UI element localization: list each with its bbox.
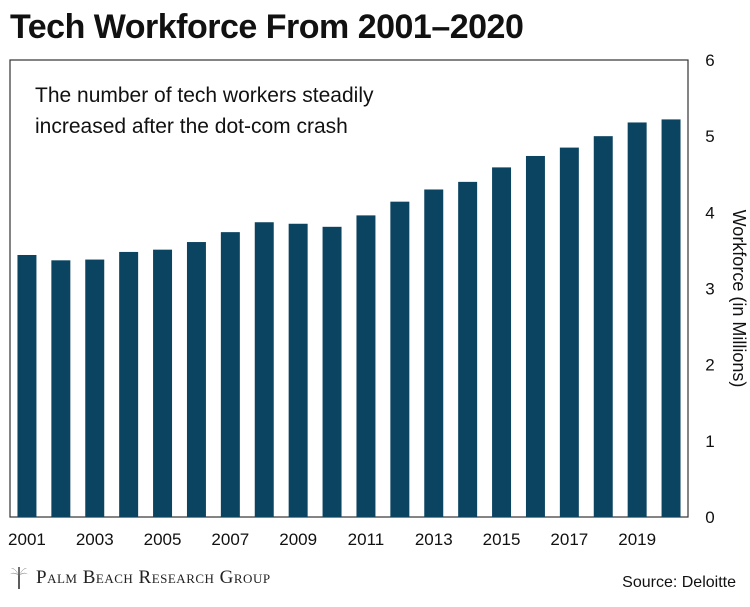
y-tick-label: 0 bbox=[705, 508, 714, 527]
y-axis-label: Workforce (in Millions) bbox=[729, 210, 749, 388]
y-tick-label: 1 bbox=[705, 432, 714, 451]
bar-2017 bbox=[559, 147, 579, 517]
x-tick-label: 2011 bbox=[348, 530, 385, 549]
x-tick-label: 2019 bbox=[618, 530, 656, 549]
bar-2016 bbox=[525, 155, 545, 517]
bar-2015 bbox=[492, 167, 512, 517]
bar-2005 bbox=[153, 249, 173, 517]
bar-2014 bbox=[458, 181, 478, 517]
bar-2003 bbox=[85, 259, 105, 517]
bar-2006 bbox=[186, 242, 206, 518]
annotation-line: increased after the dot-com crash bbox=[35, 115, 348, 138]
bar-2020 bbox=[661, 119, 681, 517]
bar-2019 bbox=[627, 122, 647, 518]
y-tick-label: 2 bbox=[705, 356, 714, 375]
x-tick-label: 2017 bbox=[550, 530, 588, 549]
x-tick-label: 2015 bbox=[483, 530, 521, 549]
x-tick-label: 2003 bbox=[76, 530, 114, 549]
bar-2013 bbox=[424, 189, 444, 518]
publisher-name: Palm Beach Research Group bbox=[36, 567, 271, 588]
annotation-line: The number of tech workers steadily bbox=[35, 84, 374, 107]
bar-2001 bbox=[17, 254, 37, 518]
y-tick-label: 6 bbox=[705, 51, 714, 70]
bar-2010 bbox=[322, 226, 342, 517]
x-tick-label: 2005 bbox=[144, 530, 182, 549]
bar-2018 bbox=[593, 136, 613, 518]
y-tick-label: 5 bbox=[705, 127, 714, 146]
x-tick-label: 2007 bbox=[211, 530, 249, 549]
x-tick-label: 2001 bbox=[8, 530, 46, 549]
bar-2012 bbox=[390, 201, 410, 518]
x-tick-label: 2013 bbox=[415, 530, 453, 549]
source-note: Source: Deloitte bbox=[622, 574, 736, 591]
bar-2009 bbox=[288, 223, 308, 517]
bar-2007 bbox=[220, 232, 240, 517]
chart-title: Tech Workforce From 2001–2020 bbox=[10, 8, 524, 46]
y-tick-label: 4 bbox=[705, 203, 714, 222]
bar-2002 bbox=[51, 260, 71, 517]
y-tick-label: 3 bbox=[705, 280, 714, 299]
bar-2011 bbox=[356, 215, 376, 517]
bar-2004 bbox=[119, 251, 139, 517]
x-tick-label: 2009 bbox=[279, 530, 317, 549]
publisher-logo: Palm Beach Research Group bbox=[8, 566, 271, 590]
palm-tree-icon bbox=[9, 567, 29, 589]
bar-2008 bbox=[254, 222, 274, 518]
